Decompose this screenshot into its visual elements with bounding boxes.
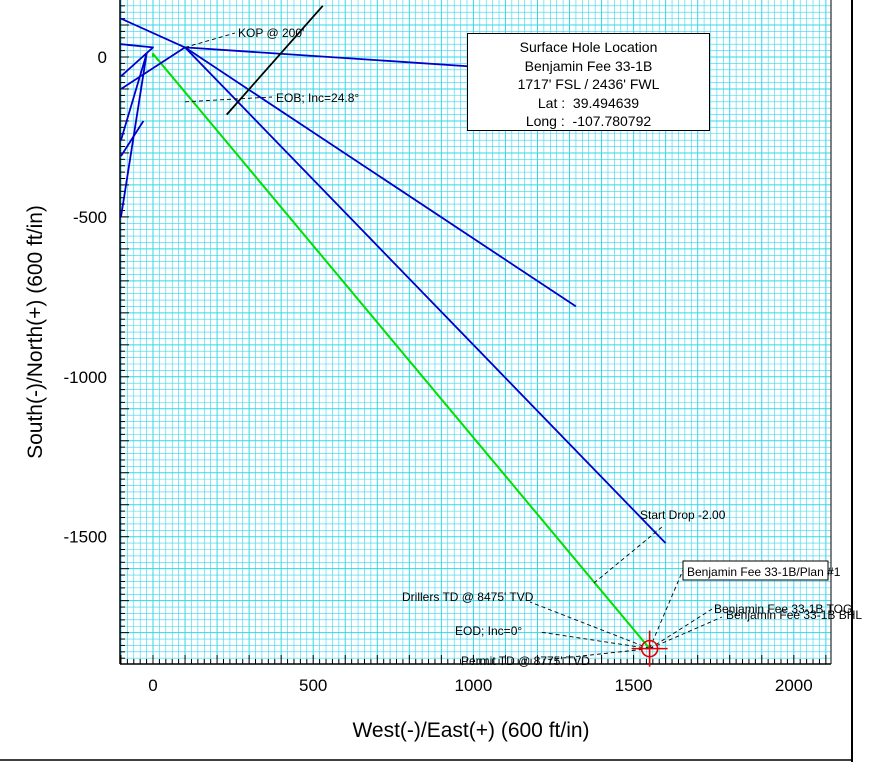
series-layer (120, 5, 667, 650)
info-line-well: Benjamin Fee 33-1B (524, 57, 653, 74)
annotation-plan: Benjamin Fee 33-1B/Plan #1 (687, 565, 841, 579)
y-tick-label: 0 (98, 48, 107, 67)
annotation-leader (649, 569, 684, 649)
y-tick-label: -1000 (64, 368, 107, 387)
annotation-leader (185, 96, 273, 103)
y-tick-label: -1500 (64, 528, 107, 547)
info-line-footage: 1717' FSL / 2436' FWL (517, 76, 660, 92)
annotation-eod: EOD; Inc=0° (455, 624, 522, 638)
offset-well-line (120, 52, 148, 218)
x-tick-label: 2000 (775, 676, 813, 695)
annotation-permit-td: Permit TD @ 8775' TVD (461, 654, 590, 668)
offset-well-line (120, 17, 186, 90)
offset-well-line (184, 46, 474, 68)
annotation-leader (539, 631, 650, 650)
annotation-leader (184, 32, 236, 48)
annotation-start-drop: Start Drop -2.00 (640, 508, 726, 522)
offset-well-line (120, 43, 154, 77)
x-axis-label: West(-)/East(+) (600 ft/in) (352, 719, 589, 742)
annotation-bhl: Benjamin Fee 33-1B BHL (726, 608, 862, 622)
y-axis-label: South(-)/North(+) (600 ft/in) (24, 205, 47, 459)
target-marker (631, 630, 668, 667)
annotation-tog: Benjamin Fee 33-1B TOG (714, 602, 852, 616)
info-line-lat: Lat : 39.494639 (537, 94, 640, 111)
offset-well-line (120, 120, 145, 157)
annotation-leaders (184, 32, 723, 661)
x-tick-label: 500 (299, 676, 327, 695)
annotation-leader (649, 616, 723, 650)
plot-frame (119, 0, 832, 665)
info-line-long: Long : -107.780792 (525, 113, 652, 129)
info-line-title: Surface Hole Location (519, 39, 658, 55)
x-tick-label: 0 (148, 676, 157, 695)
plan-well-path (152, 52, 651, 650)
y-tick-label: -500 (73, 208, 107, 227)
surface-hole-location-box: Surface Hole Location Benjamin Fee 33-1B… (467, 33, 710, 131)
annotation-leader (529, 601, 650, 650)
black-trajectory-line (226, 5, 324, 116)
x-tick-label: 1000 (454, 676, 492, 695)
x-tick-label: 1500 (615, 676, 653, 695)
annotation-leader (593, 526, 663, 584)
plan-label-box (682, 560, 829, 581)
annotation-drillers-td: Drillers TD @ 8475' TVD (402, 590, 534, 604)
annotation-eob: EOB; Inc=24.8° (276, 91, 359, 105)
annotation-leader (649, 608, 713, 650)
offset-well-line (184, 46, 667, 544)
offset-well-line (184, 46, 577, 308)
annotation-kop: KOP @ 200' (238, 26, 304, 40)
annotation-leader (543, 648, 650, 661)
tick-labels: 0 500 1000 1500 2000 0 -500 -1000 -1500 (64, 48, 813, 695)
